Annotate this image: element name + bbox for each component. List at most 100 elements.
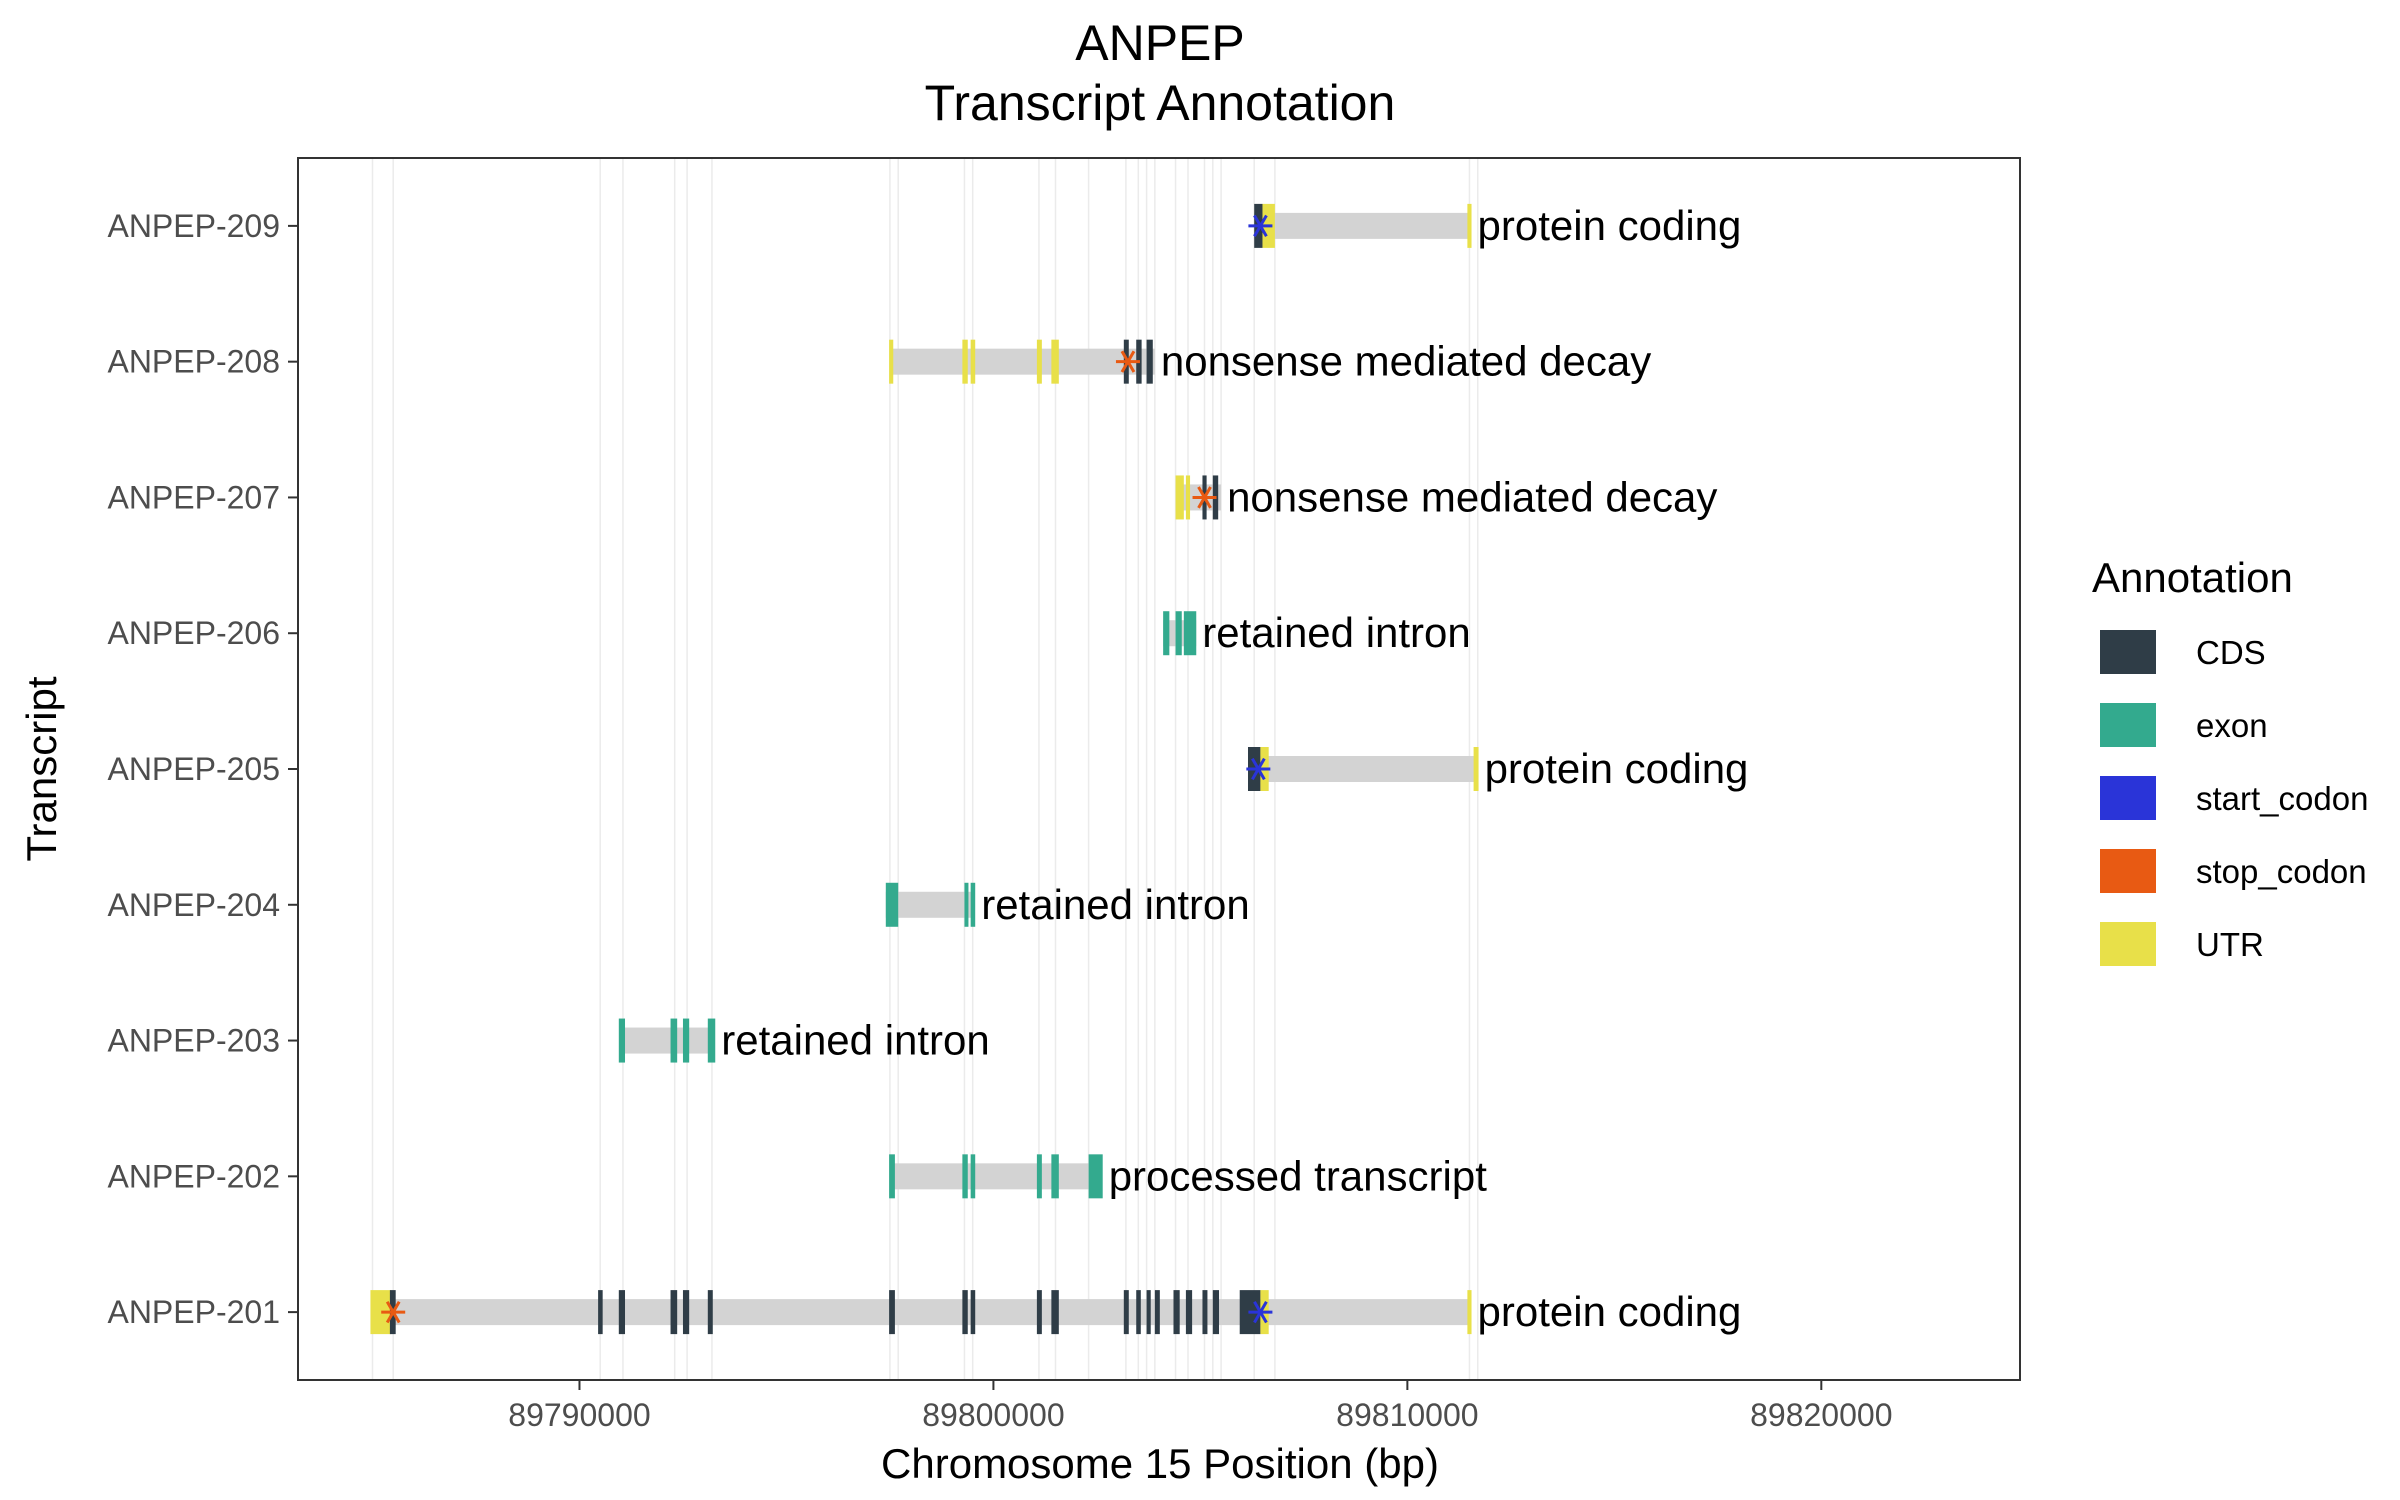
cds-block (962, 1290, 968, 1335)
start-codon-marker (1248, 214, 1273, 238)
transcript-track: nonsense mediated decay (889, 338, 1651, 385)
exon-block (970, 882, 976, 927)
exon-block (1088, 1154, 1103, 1199)
exon-block (1175, 611, 1182, 656)
stop-codon-marker (1192, 486, 1217, 509)
utr-block (889, 339, 894, 384)
cds-block (970, 1290, 976, 1335)
cds-block (1173, 1290, 1180, 1335)
biotype-label: retained intron (1202, 609, 1471, 656)
x-tick-label: 89820000 (1750, 1397, 1892, 1433)
biotype-label: retained intron (981, 881, 1250, 928)
exon-block (964, 882, 969, 927)
x-tick-label: 89800000 (922, 1397, 1064, 1433)
utr-block (1185, 475, 1191, 520)
cds-block (1146, 339, 1153, 384)
legend-swatch (2100, 630, 2156, 674)
y-tick-label: ANPEP-202 (107, 1158, 280, 1194)
legend-label: CDS (2196, 634, 2266, 671)
biotype-label: nonsense mediated decay (1161, 338, 1651, 385)
cds-block (1051, 1290, 1059, 1335)
cds-block (1154, 1290, 1160, 1335)
y-tick-label: ANPEP-204 (107, 887, 280, 923)
intron-bar (889, 348, 1155, 375)
intron-bar (620, 1027, 712, 1054)
y-axis: ANPEP-209 ANPEP-208 ANPEP-207 ANPEP-206 ANPE… (107, 208, 298, 1330)
transcript-track: protein coding (370, 1288, 1741, 1335)
utr-block (1036, 339, 1042, 384)
x-tick-label: 89790000 (508, 1397, 650, 1433)
legend-label: exon (2196, 707, 2268, 744)
x-tick-label: 89810000 (1336, 1397, 1478, 1433)
y-tick-label: ANPEP-209 (107, 208, 280, 244)
cds-block (1212, 1290, 1220, 1335)
exon-block (1051, 1154, 1059, 1199)
biotype-label: protein coding (1478, 202, 1742, 249)
y-tick-label: ANPEP-207 (107, 479, 280, 515)
start-codon-marker (1248, 1300, 1273, 1324)
legend-label: UTR (2196, 926, 2264, 963)
intron-bar (885, 891, 973, 918)
cds-block (1036, 1290, 1042, 1335)
intron-bar (1247, 756, 1478, 782)
y-tick-label: ANPEP-205 (107, 751, 280, 787)
start-codon-marker (1246, 757, 1271, 781)
exon-block (670, 1018, 678, 1063)
transcript-track: retained intron (1163, 609, 1471, 656)
cds-block (1146, 1290, 1151, 1335)
biotype-label: protein coding (1478, 1288, 1742, 1335)
x-axis: 89790000 89800000 89810000 89820000 (508, 1380, 1892, 1433)
utr-block (370, 1290, 392, 1335)
utr-block (1467, 203, 1472, 248)
transcript-tracks: protein coding nonsense mediated decay non… (370, 202, 1748, 1335)
cds-block (670, 1290, 678, 1335)
transcript-track: retained intron (885, 881, 1250, 928)
cds-block (707, 1290, 713, 1335)
cds-block (1136, 1290, 1141, 1335)
legend-title: Annotation (2092, 554, 2293, 601)
y-tick-label: ANPEP-208 (107, 344, 280, 380)
exon-block (682, 1018, 690, 1063)
utr-block (1467, 1290, 1472, 1335)
exon-block (889, 1154, 895, 1199)
utr-block (970, 339, 976, 384)
cds-block (1123, 1290, 1129, 1335)
exon-block (1163, 611, 1170, 656)
x-axis-title: Chromosome 15 Position (bp) (881, 1440, 1439, 1487)
y-tick-label: ANPEP-206 (107, 615, 280, 651)
biotype-label: retained intron (721, 1017, 990, 1064)
biotype-label: nonsense mediated decay (1227, 473, 1717, 520)
legend: Annotation CDS exon start_codon stop_codon U… (2092, 554, 2368, 966)
intron-bar (372, 1299, 1470, 1326)
utr-block (1473, 747, 1479, 791)
cds-block (682, 1290, 690, 1335)
cds-block (889, 1290, 895, 1335)
utr-block (962, 339, 968, 384)
exon-block (885, 882, 899, 927)
biotype-label: processed transcript (1109, 1152, 1487, 1199)
exon-block (618, 1018, 626, 1063)
intron-bar (889, 1163, 1102, 1190)
cds-block (1202, 1290, 1208, 1335)
chart-subtitle: Transcript Annotation (925, 75, 1396, 131)
y-tick-label: ANPEP-201 (107, 1294, 280, 1330)
transcript-track: processed transcript (889, 1152, 1487, 1199)
legend-swatch (2100, 703, 2156, 747)
intron-bar (1254, 212, 1470, 239)
y-tick-label: ANPEP-203 (107, 1023, 280, 1059)
exon-block (1183, 611, 1197, 656)
legend-label: start_codon (2196, 780, 2368, 817)
transcript-track: protein coding (1248, 202, 1741, 249)
biotype-label: protein coding (1485, 745, 1749, 792)
utr-block (1051, 339, 1059, 384)
legend-swatch (2100, 776, 2156, 820)
transcript-track: protein coding (1246, 745, 1748, 792)
exon-block (962, 1154, 968, 1199)
exon-block (970, 1154, 976, 1199)
stop-codon-marker (1115, 350, 1140, 373)
legend-swatch (2100, 849, 2156, 893)
utr-block (1175, 475, 1184, 520)
y-axis-title: Transcript (18, 676, 65, 861)
cds-block (1185, 1290, 1193, 1335)
